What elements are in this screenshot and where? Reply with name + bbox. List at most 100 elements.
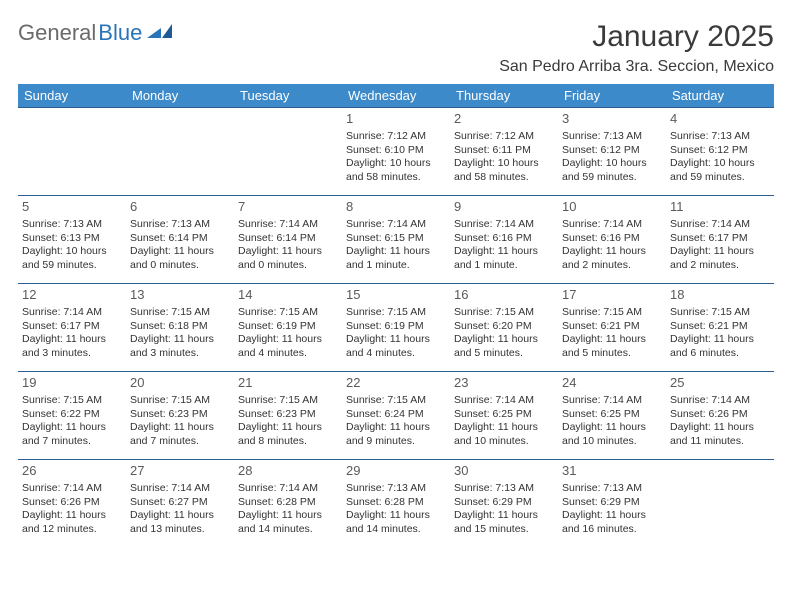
day-number: 18 <box>670 287 770 304</box>
weekday-header: Friday <box>558 84 666 108</box>
daylight-text: Daylight: 10 hours and 58 minutes. <box>454 157 554 184</box>
daylight-text: Daylight: 11 hours and 8 minutes. <box>238 421 338 448</box>
daylight-text: Daylight: 11 hours and 1 minute. <box>346 245 446 272</box>
sunrise-text: Sunrise: 7:15 AM <box>130 306 230 320</box>
day-number: 10 <box>562 199 662 216</box>
sunset-text: Sunset: 6:10 PM <box>346 144 446 158</box>
day-number: 24 <box>562 375 662 392</box>
sunrise-text: Sunrise: 7:13 AM <box>454 482 554 496</box>
daylight-text: Daylight: 11 hours and 0 minutes. <box>130 245 230 272</box>
calendar-cell: 16Sunrise: 7:15 AMSunset: 6:20 PMDayligh… <box>450 284 558 372</box>
weekday-header: Wednesday <box>342 84 450 108</box>
day-number: 8 <box>346 199 446 216</box>
calendar-cell: 1Sunrise: 7:12 AMSunset: 6:10 PMDaylight… <box>342 108 450 196</box>
calendar-row: 19Sunrise: 7:15 AMSunset: 6:22 PMDayligh… <box>18 372 774 460</box>
sunset-text: Sunset: 6:13 PM <box>22 232 122 246</box>
sunrise-text: Sunrise: 7:14 AM <box>562 394 662 408</box>
daylight-text: Daylight: 11 hours and 10 minutes. <box>454 421 554 448</box>
sunrise-text: Sunrise: 7:15 AM <box>238 306 338 320</box>
sunrise-text: Sunrise: 7:13 AM <box>130 218 230 232</box>
sunset-text: Sunset: 6:25 PM <box>454 408 554 422</box>
sunset-text: Sunset: 6:16 PM <box>562 232 662 246</box>
sunset-text: Sunset: 6:28 PM <box>346 496 446 510</box>
calendar-cell: 9Sunrise: 7:14 AMSunset: 6:16 PMDaylight… <box>450 196 558 284</box>
sunset-text: Sunset: 6:17 PM <box>670 232 770 246</box>
sunset-text: Sunset: 6:14 PM <box>130 232 230 246</box>
day-number: 22 <box>346 375 446 392</box>
day-number: 19 <box>22 375 122 392</box>
sunset-text: Sunset: 6:19 PM <box>346 320 446 334</box>
daylight-text: Daylight: 11 hours and 9 minutes. <box>346 421 446 448</box>
title-block: January 2025 San Pedro Arriba 3ra. Secci… <box>499 20 774 76</box>
day-number: 3 <box>562 111 662 128</box>
sunrise-text: Sunrise: 7:15 AM <box>454 306 554 320</box>
sunset-text: Sunset: 6:12 PM <box>670 144 770 158</box>
sunrise-text: Sunrise: 7:12 AM <box>454 130 554 144</box>
sunset-text: Sunset: 6:11 PM <box>454 144 554 158</box>
sunset-text: Sunset: 6:29 PM <box>454 496 554 510</box>
calendar-cell: 26Sunrise: 7:14 AMSunset: 6:26 PMDayligh… <box>18 460 126 548</box>
calendar-cell: 4Sunrise: 7:13 AMSunset: 6:12 PMDaylight… <box>666 108 774 196</box>
sunset-text: Sunset: 6:24 PM <box>346 408 446 422</box>
calendar-cell: 13Sunrise: 7:15 AMSunset: 6:18 PMDayligh… <box>126 284 234 372</box>
sunset-text: Sunset: 6:14 PM <box>238 232 338 246</box>
daylight-text: Daylight: 11 hours and 2 minutes. <box>562 245 662 272</box>
sunrise-text: Sunrise: 7:14 AM <box>454 218 554 232</box>
calendar-cell: 6 Sunrise: 7:13 AMSunset: 6:14 PMDaylight… <box>126 196 234 284</box>
sunset-text: Sunset: 6:20 PM <box>454 320 554 334</box>
sunrise-text: Sunrise: 7:14 AM <box>346 218 446 232</box>
sunset-text: Sunset: 6:21 PM <box>562 320 662 334</box>
sunrise-text: Sunrise: 7:14 AM <box>22 306 122 320</box>
daylight-text: Daylight: 11 hours and 4 minutes. <box>346 333 446 360</box>
calendar-cell: 22Sunrise: 7:15 AMSunset: 6:24 PMDayligh… <box>342 372 450 460</box>
calendar-row: 12Sunrise: 7:14 AMSunset: 6:17 PMDayligh… <box>18 284 774 372</box>
day-number: 9 <box>454 199 554 216</box>
calendar-cell: 24Sunrise: 7:14 AMSunset: 6:25 PMDayligh… <box>558 372 666 460</box>
calendar-cell-empty <box>126 108 234 196</box>
sunrise-text: Sunrise: 7:13 AM <box>670 130 770 144</box>
logo-mark-icon <box>147 20 173 46</box>
day-number: 21 <box>238 375 338 392</box>
sunset-text: Sunset: 6:21 PM <box>670 320 770 334</box>
sunrise-text: Sunrise: 7:13 AM <box>562 482 662 496</box>
day-number: 27 <box>130 463 230 480</box>
calendar-cell: 30Sunrise: 7:13 AMSunset: 6:29 PMDayligh… <box>450 460 558 548</box>
daylight-text: Daylight: 11 hours and 5 minutes. <box>562 333 662 360</box>
logo-text-blue: Blue <box>98 20 142 46</box>
calendar-cell: 8Sunrise: 7:14 AMSunset: 6:15 PMDaylight… <box>342 196 450 284</box>
daylight-text: Daylight: 11 hours and 14 minutes. <box>346 509 446 536</box>
daylight-text: Daylight: 10 hours and 59 minutes. <box>562 157 662 184</box>
calendar-cell: 17 Sunrise: 7:15 AMSunset: 6:21 PMDayligh… <box>558 284 666 372</box>
sunset-text: Sunset: 6:17 PM <box>22 320 122 334</box>
calendar-cell: 20Sunrise: 7:15 AMSunset: 6:23 PMDayligh… <box>126 372 234 460</box>
daylight-text: Daylight: 11 hours and 0 minutes. <box>238 245 338 272</box>
daylight-text: Daylight: 11 hours and 13 minutes. <box>130 509 230 536</box>
calendar-row: 26Sunrise: 7:14 AMSunset: 6:26 PMDayligh… <box>18 460 774 548</box>
daylight-text: Daylight: 11 hours and 6 minutes. <box>670 333 770 360</box>
day-number: 17 <box>562 287 662 304</box>
sunset-text: Sunset: 6:12 PM <box>562 144 662 158</box>
sunset-text: Sunset: 6:25 PM <box>562 408 662 422</box>
day-number: 11 <box>670 199 770 216</box>
day-number: 15 <box>346 287 446 304</box>
logo: GeneralBlue <box>18 20 173 46</box>
daylight-text: Daylight: 10 hours and 59 minutes. <box>670 157 770 184</box>
day-number: 29 <box>346 463 446 480</box>
sunrise-text: Sunrise: 7:13 AM <box>562 130 662 144</box>
calendar-row: 5Sunrise: 7:13 AMSunset: 6:13 PMDaylight… <box>18 196 774 284</box>
daylight-text: Daylight: 11 hours and 1 minute. <box>454 245 554 272</box>
sunrise-text: Sunrise: 7:15 AM <box>562 306 662 320</box>
weekday-header: Thursday <box>450 84 558 108</box>
day-number: 13 <box>130 287 230 304</box>
day-number: 6 <box>130 199 230 216</box>
sunrise-text: Sunrise: 7:15 AM <box>130 394 230 408</box>
daylight-text: Daylight: 10 hours and 58 minutes. <box>346 157 446 184</box>
sunrise-text: Sunrise: 7:14 AM <box>670 394 770 408</box>
calendar-head: SundayMondayTuesdayWednesdayThursdayFrid… <box>18 84 774 108</box>
weekday-header: Saturday <box>666 84 774 108</box>
daylight-text: Daylight: 10 hours and 59 minutes. <box>22 245 122 272</box>
day-number: 16 <box>454 287 554 304</box>
sunrise-text: Sunrise: 7:14 AM <box>22 482 122 496</box>
calendar-cell: 18Sunrise: 7:15 AMSunset: 6:21 PMDayligh… <box>666 284 774 372</box>
day-number: 2 <box>454 111 554 128</box>
